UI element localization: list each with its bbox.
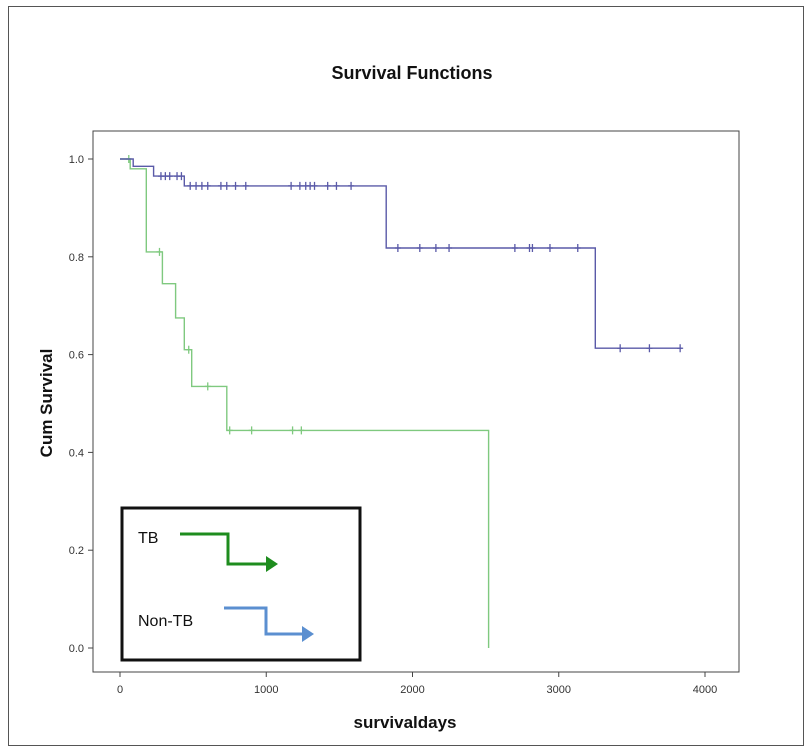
legend-box — [120, 506, 362, 662]
censor-mark-non-tb — [288, 181, 295, 190]
x-tick-label: 3000 — [547, 684, 571, 696]
censor-mark-tb — [185, 345, 192, 354]
chart-title: Survival Functions — [331, 63, 492, 83]
censor-mark-non-tb — [446, 243, 453, 252]
censor-mark-non-tb — [529, 243, 536, 252]
y-axis-label: Cum Survival — [37, 349, 56, 458]
censor-mark-non-tb — [324, 181, 331, 190]
series-tb-line — [120, 158, 490, 648]
censor-mark-tb — [298, 426, 305, 435]
censor-mark-non-tb — [333, 181, 340, 190]
y-tick-label: 0.6 — [69, 350, 84, 362]
censor-mark-non-tb — [166, 172, 173, 181]
censor-mark-tb — [204, 382, 211, 391]
x-tick-label: 1000 — [254, 684, 278, 696]
x-axis-label: survivaldays — [353, 713, 456, 732]
y-tick-label: 1.0 — [69, 154, 84, 166]
y-tick-label: 0.0 — [69, 643, 84, 655]
censor-mark-non-tb — [394, 243, 401, 252]
censor-mark-non-tb — [511, 243, 518, 252]
censor-mark-non-tb — [178, 172, 185, 181]
series-non-tb-line — [120, 158, 682, 349]
censor-mark-non-tb — [416, 243, 423, 252]
y-tick-label: 0.4 — [69, 447, 84, 459]
censor-mark-non-tb — [193, 181, 200, 190]
legend-tb-arrow-icon — [180, 532, 278, 572]
censor-mark-non-tb — [311, 181, 318, 190]
legend-non-tb-arrow-icon — [224, 606, 314, 642]
series-layer — [120, 155, 684, 648]
censor-mark-tb — [156, 247, 163, 256]
censor-mark-tb — [248, 426, 255, 435]
censor-mark-non-tb — [646, 344, 653, 353]
censor-mark-non-tb — [242, 181, 249, 190]
censor-mark-non-tb — [348, 181, 355, 190]
x-tick-label: 4000 — [693, 684, 717, 696]
censor-mark-non-tb — [198, 181, 205, 190]
censor-mark-tb — [289, 426, 296, 435]
y-axis: 0.0 0.2 0.4 0.6 0.8 1.0 — [69, 154, 93, 655]
y-tick-label: 0.8 — [69, 252, 84, 264]
censor-mark-tb — [226, 426, 233, 435]
x-tick-label: 0 — [117, 684, 123, 696]
legend: TB Non-TB — [120, 506, 362, 662]
censor-mark-non-tb — [677, 344, 684, 353]
censor-mark-non-tb — [217, 181, 224, 190]
censor-mark-non-tb — [617, 344, 624, 353]
censor-mark-non-tb — [204, 181, 211, 190]
censor-mark-non-tb — [546, 243, 553, 252]
censor-mark-non-tb — [232, 181, 239, 190]
censor-mark-non-tb — [223, 181, 230, 190]
legend-label-tb: TB — [138, 530, 158, 547]
x-axis: 0 1000 2000 3000 4000 — [117, 672, 717, 696]
censor-mark-non-tb — [574, 243, 581, 252]
legend-label-non-tb: Non-TB — [138, 613, 193, 630]
censor-mark-non-tb — [187, 181, 194, 190]
censor-mark-non-tb — [432, 243, 439, 252]
censor-mark-non-tb — [296, 181, 303, 190]
x-tick-label: 2000 — [400, 684, 424, 696]
y-tick-label: 0.2 — [69, 545, 84, 557]
